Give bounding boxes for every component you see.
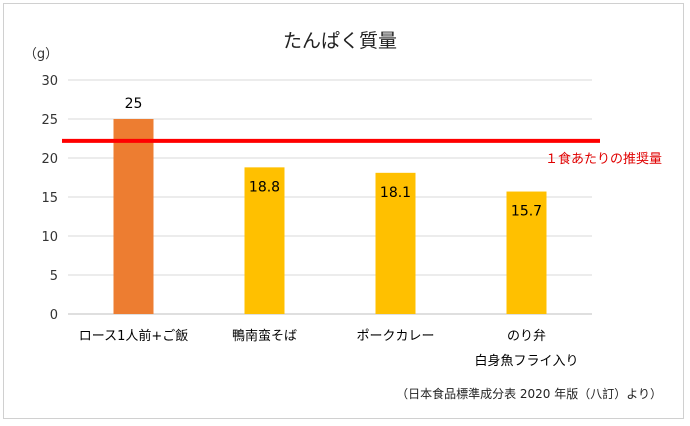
bar [375,172,416,314]
source-note: （日本食品標準成分表 2020 年版（八訂）より） [396,386,662,401]
recommended-line-label: １食あたりの推奨量 [545,151,662,167]
y-tick-label: 0 [50,308,58,323]
category-sublabel: 白身魚フライ入り [474,353,578,369]
bar-data-label: 25 [125,96,143,112]
bar-data-label: 15.7 [511,204,542,220]
category-label: のり弁 [507,329,546,344]
category-label: ポークカレー [356,329,434,344]
bar [506,191,547,314]
category-label: 鴨南蛮そば [232,328,297,344]
category-label: ロース1人前+ご飯 [79,328,189,344]
y-tick-label: 10 [41,230,58,245]
y-tick-label: 30 [41,74,58,89]
bar [244,167,285,314]
bar-data-label: 18.1 [380,185,411,201]
y-tick-label: 5 [50,269,58,284]
y-axis-unit: （g） [24,47,58,62]
bar [113,119,154,314]
bar-data-label: 18.8 [249,179,280,195]
y-tick-label: 15 [41,191,58,206]
y-tick-label: 25 [41,113,58,128]
y-tick-label: 20 [41,152,58,167]
chart-title: たんぱく質量 [283,30,397,52]
